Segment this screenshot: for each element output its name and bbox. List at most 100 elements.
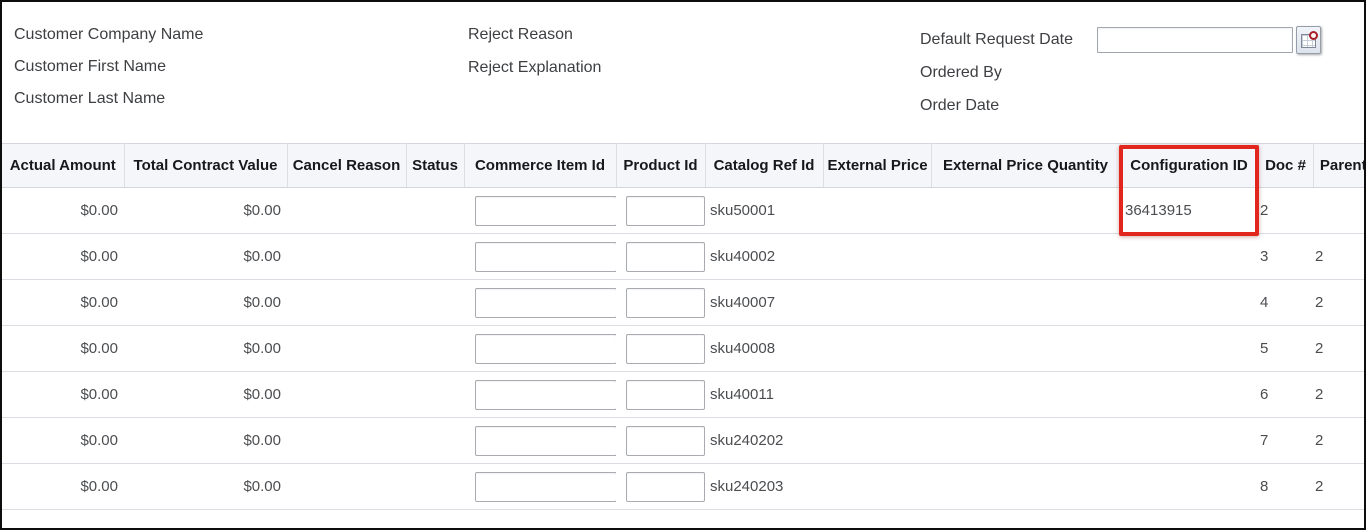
column-header-actual-amount: Actual Amount	[2, 143, 125, 188]
label-customer-last-name: Customer Last Name	[14, 90, 166, 107]
cancel-reason-cell	[287, 187, 406, 234]
status-cell	[406, 325, 464, 372]
external-price-quantity-cell	[931, 417, 1120, 464]
external-price-quantity-cell	[931, 325, 1120, 372]
catalog-ref-id-cell: sku40007	[705, 279, 823, 326]
configuration-id-cell: 36413915	[1120, 187, 1258, 234]
cancel-reason-cell	[287, 233, 406, 280]
product-id-input[interactable]	[626, 471, 705, 502]
total-contract-value-cell: $0.00	[124, 187, 287, 234]
column-header-status: Status	[406, 143, 465, 188]
product-id-cell	[616, 371, 705, 418]
total-contract-value-cell: $0.00	[124, 325, 287, 372]
parent-cell: 2	[1313, 233, 1364, 280]
commerce-item-id-input[interactable]	[475, 425, 616, 456]
commerce-item-id-cell	[464, 417, 616, 464]
external-price-cell	[823, 417, 931, 464]
status-cell	[406, 279, 464, 326]
calendar-icon-dot	[1309, 31, 1318, 40]
commerce-item-id-cell	[464, 463, 616, 510]
product-id-input[interactable]	[626, 241, 705, 272]
parent-cell: 2	[1313, 279, 1364, 326]
actual-amount-cell: $0.00	[2, 233, 124, 280]
configuration-id-cell	[1120, 233, 1258, 280]
column-header-total-contract-value: Total Contract Value	[124, 143, 288, 188]
cancel-reason-cell	[287, 325, 406, 372]
cancel-reason-cell	[287, 463, 406, 510]
table-row: $0.00 $0.00 sku40007 4 2	[2, 279, 1364, 326]
product-id-cell	[616, 417, 705, 464]
actual-amount-cell: $0.00	[2, 417, 124, 464]
configuration-id-cell	[1120, 417, 1258, 464]
product-id-cell	[616, 279, 705, 326]
cancel-reason-cell	[287, 371, 406, 418]
catalog-ref-id-cell: sku50001	[705, 187, 823, 234]
product-id-cell	[616, 233, 705, 280]
column-header-commerce-item-id: Commerce Item Id	[464, 143, 617, 188]
external-price-quantity-cell	[931, 371, 1120, 418]
doc-number-cell: 4	[1258, 279, 1313, 326]
total-contract-value-cell: $0.00	[124, 279, 287, 326]
label-customer-first-name: Customer First Name	[14, 58, 167, 75]
parent-cell: 2	[1313, 371, 1364, 418]
configuration-id-cell	[1120, 371, 1258, 418]
label-default-request-date: Default Request Date	[920, 31, 1073, 48]
product-id-input[interactable]	[626, 287, 705, 318]
status-cell	[406, 371, 464, 418]
external-price-cell	[823, 233, 931, 280]
commerce-item-id-cell	[464, 325, 616, 372]
doc-number-cell: 3	[1258, 233, 1313, 280]
column-header-external-price: External Price	[823, 143, 932, 188]
actual-amount-cell: $0.00	[2, 371, 124, 418]
configuration-id-cell	[1120, 325, 1258, 372]
actual-amount-cell: $0.00	[2, 325, 124, 372]
doc-number-cell: 5	[1258, 325, 1313, 372]
commerce-item-id-input[interactable]	[475, 471, 616, 502]
product-id-input[interactable]	[626, 333, 705, 364]
order-items-table: Actual Amount Total Contract Value Cance…	[2, 143, 1364, 510]
configuration-id-cell	[1120, 463, 1258, 510]
external-price-cell	[823, 279, 931, 326]
table-row: $0.00 $0.00 sku240202 7 2	[2, 417, 1364, 464]
label-ordered-by: Ordered By	[920, 64, 1002, 81]
commerce-item-id-input[interactable]	[475, 195, 616, 226]
external-price-quantity-cell	[931, 233, 1120, 280]
status-cell	[406, 187, 464, 234]
total-contract-value-cell: $0.00	[124, 417, 287, 464]
external-price-quantity-cell	[931, 187, 1120, 234]
column-header-product-id: Product Id	[616, 143, 706, 188]
status-cell	[406, 417, 464, 464]
table-row: $0.00 $0.00 sku240203 8 2	[2, 463, 1364, 510]
commerce-item-id-input[interactable]	[475, 333, 616, 364]
catalog-ref-id-cell: sku40002	[705, 233, 823, 280]
commerce-item-id-input[interactable]	[475, 379, 616, 410]
parent-cell: 2	[1313, 325, 1364, 372]
column-header-parent: Parent	[1313, 143, 1364, 188]
column-header-cancel-reason: Cancel Reason	[287, 143, 407, 188]
total-contract-value-cell: $0.00	[124, 463, 287, 510]
actual-amount-cell: $0.00	[2, 463, 124, 510]
external-price-quantity-cell	[931, 463, 1120, 510]
external-price-cell	[823, 371, 931, 418]
configuration-id-cell	[1120, 279, 1258, 326]
column-header-external-price-quantity: External Price Quantity	[931, 143, 1121, 188]
commerce-item-id-cell	[464, 279, 616, 326]
doc-number-cell: 8	[1258, 463, 1313, 510]
label-customer-company-name: Customer Company Name	[14, 26, 204, 43]
actual-amount-cell: $0.00	[2, 187, 124, 234]
date-picker-button[interactable]	[1296, 26, 1321, 54]
table-header-row: Actual Amount Total Contract Value Cance…	[2, 143, 1364, 188]
default-request-date-input[interactable]	[1097, 27, 1293, 53]
product-id-input[interactable]	[626, 425, 705, 456]
commerce-item-id-input[interactable]	[475, 241, 616, 272]
table-row: $0.00 $0.00 sku40011 6 2	[2, 371, 1364, 418]
external-price-cell	[823, 463, 931, 510]
product-id-input[interactable]	[626, 195, 705, 226]
catalog-ref-id-cell: sku240202	[705, 417, 823, 464]
commerce-item-id-cell	[464, 371, 616, 418]
column-header-configuration-id: Configuration ID	[1120, 143, 1259, 188]
product-id-input[interactable]	[626, 379, 705, 410]
doc-number-cell: 2	[1258, 187, 1313, 234]
commerce-item-id-input[interactable]	[475, 287, 616, 318]
